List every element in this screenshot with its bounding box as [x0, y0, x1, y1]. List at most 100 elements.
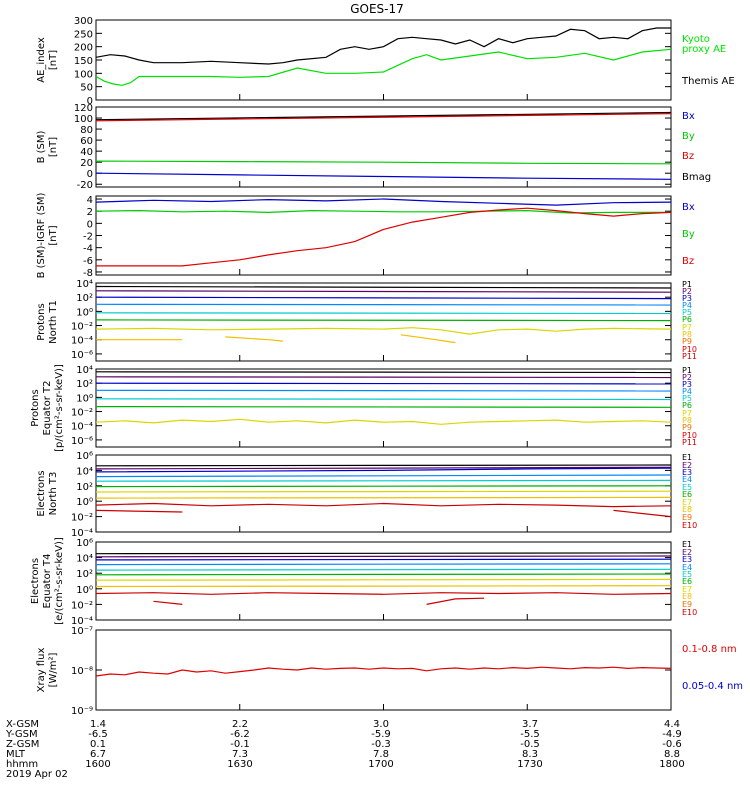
y-tick-label: 10⁻²	[71, 322, 93, 333]
series-line	[95, 209, 671, 214]
legend-entry: Kyoto	[682, 34, 710, 45]
y-tick-label: 10⁻²	[71, 513, 93, 524]
y-tick-label: 0	[87, 169, 93, 180]
y-tick-label: 10⁻⁴	[71, 528, 93, 539]
legend-entry: E1	[682, 540, 692, 549]
legend-entry: E9	[682, 513, 692, 522]
legend-entry: P1	[682, 280, 692, 289]
legend-entry: P2	[682, 373, 692, 382]
y-tick-label: -20	[77, 180, 93, 191]
series-line	[96, 207, 672, 267]
legend-entry: P6	[682, 401, 692, 410]
series-line	[95, 389, 672, 392]
legend-entry: P11	[682, 352, 697, 361]
legend-entry: P10	[682, 431, 697, 440]
legend-entry: E5	[682, 483, 692, 492]
x-axis-value: 1630	[227, 759, 252, 770]
legend-entry: 0.1-0.8 nm	[682, 644, 737, 655]
y-tick-label: 10⁴	[76, 365, 93, 376]
series-line	[95, 474, 672, 478]
x-axis-value: -6.5	[88, 729, 108, 740]
legend-entry: Bx	[682, 111, 695, 122]
panel-frame	[95, 282, 672, 362]
series-line	[95, 48, 672, 86]
series-line	[95, 418, 672, 425]
legend-entry: Bz	[682, 151, 694, 162]
series-line	[95, 382, 672, 385]
legend-entry: E10	[682, 608, 697, 617]
series-line	[95, 490, 672, 493]
y-tick-label: 40	[80, 147, 93, 158]
series-line	[95, 113, 672, 122]
x-axis-value: 3.7	[522, 719, 538, 730]
y-tick-label: 300	[74, 16, 93, 27]
x-axis-value: 1730	[517, 759, 542, 770]
y-tick-label: 10⁴	[76, 554, 93, 565]
legend-entry: E4	[682, 475, 692, 484]
y-tick-label: 10⁻²	[71, 600, 93, 611]
y-tick-label: 10²	[76, 569, 93, 580]
y-tick-label: 10⁻⁸	[71, 666, 93, 677]
legend-entry: P3	[682, 294, 692, 303]
y-tick-label: -6	[83, 256, 93, 267]
x-axis-value: 7.8	[373, 749, 389, 760]
y-axis-label: [e/(cm²-s-sr-keV)]	[54, 537, 65, 625]
y-tick-label: 10⁶	[76, 538, 93, 549]
y-axis-label: [nT]	[48, 50, 59, 70]
legend-entry: P5	[682, 394, 692, 403]
legend-entry: P1	[682, 366, 692, 375]
y-axis-label: Protons	[36, 303, 47, 340]
x-axis-table: X-GSM 1.4 2.2 3.0 3.7 4.4 Y-GSM -6.5 -6.2 -5.9 -5.…	[5, 719, 685, 780]
y-tick-label: 60	[80, 136, 93, 147]
x-axis-value: 2.2	[232, 719, 248, 730]
legend-entry: P7	[682, 409, 692, 418]
legend-entry: Themis AE	[681, 76, 735, 87]
legend-entry: E1	[682, 453, 692, 462]
legend-entry: E6	[682, 577, 692, 586]
series-line	[95, 290, 672, 293]
y-tick-label: 200	[74, 43, 93, 54]
panel-xray: 10⁻⁹ 10⁻⁸ 10⁻⁷ Xray flux [W/m²] 0.1-0.8 nm 0.0…	[36, 626, 743, 717]
series-line	[95, 552, 672, 555]
legend-entry: E7	[682, 498, 692, 507]
series-line	[153, 600, 183, 605]
y-tick-label: 100	[74, 69, 93, 80]
y-tick-label: 100	[74, 114, 93, 125]
x-axis-value: 1600	[85, 759, 110, 770]
series-line	[225, 336, 283, 342]
legend-entry: E6	[682, 490, 692, 499]
legend-entry: P4	[682, 301, 692, 310]
legend-entry: E4	[682, 563, 692, 572]
y-tick-label: 120	[74, 103, 93, 114]
y-axis-label: [W/m²]	[48, 652, 59, 687]
series-line	[95, 578, 672, 581]
series-line	[95, 111, 672, 121]
y-tick-label: 10⁻⁷	[71, 626, 93, 637]
x-axis-value: 1.4	[90, 719, 106, 730]
x-axis-row-label: hhmm	[6, 759, 38, 770]
y-tick-label: -4	[83, 244, 93, 255]
series-line	[95, 666, 672, 677]
x-axis-value: 8.8	[664, 749, 680, 760]
series-line	[95, 198, 672, 206]
legend-entry: proxy AE	[682, 44, 726, 55]
y-tick-label: 10⁻²	[71, 408, 93, 419]
series-line	[95, 563, 672, 566]
y-tick-label: 10⁻⁶	[71, 436, 93, 447]
x-axis-row-label: X-GSM	[6, 719, 39, 730]
x-axis-value: 1800	[659, 759, 684, 770]
y-tick-label: 10⁰	[76, 497, 93, 508]
y-tick-label: 10⁴	[76, 279, 93, 290]
panel-ae: 0 50 100 150 200 250 300 AE_index [nT] Kyotoproxy…	[36, 16, 735, 107]
y-tick-label: -2	[83, 232, 93, 243]
y-tick-label: 150	[74, 56, 93, 67]
y-axis-label: Electrons	[30, 558, 41, 604]
panel-frame	[95, 368, 672, 448]
y-tick-label: 10⁻⁹	[71, 706, 93, 717]
series-line	[426, 597, 485, 605]
y-axis-label: B (SM)-IGRF (SM)	[36, 193, 47, 279]
panel-eequator: 10⁻⁴ 10⁻² 10⁰ 10² 10⁴ 10⁶ Electrons Equator T4[…	[30, 537, 697, 627]
series-line	[95, 303, 672, 306]
x-axis-value: 7.3	[232, 749, 248, 760]
